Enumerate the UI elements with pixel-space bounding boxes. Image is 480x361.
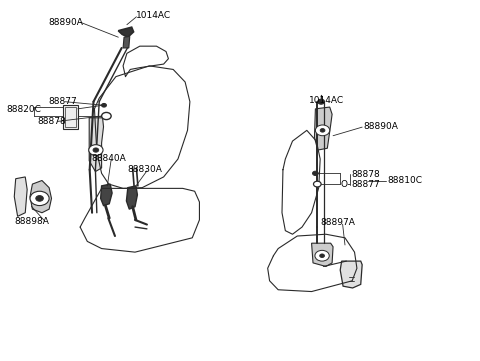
Text: 88877: 88877 — [48, 97, 77, 106]
Circle shape — [93, 148, 99, 152]
Circle shape — [315, 125, 330, 136]
Circle shape — [36, 196, 43, 201]
Text: 88830A: 88830A — [128, 165, 163, 174]
Text: 1014AC: 1014AC — [309, 96, 344, 105]
Text: 88898A: 88898A — [15, 217, 49, 226]
Polygon shape — [30, 180, 51, 213]
Circle shape — [102, 104, 107, 107]
Text: 88897A: 88897A — [320, 218, 355, 227]
Text: 88820C: 88820C — [6, 105, 41, 114]
Circle shape — [102, 112, 111, 119]
Text: 88840A: 88840A — [91, 154, 126, 163]
Polygon shape — [312, 243, 333, 266]
Circle shape — [89, 145, 103, 156]
Text: 88810C: 88810C — [387, 176, 422, 185]
Text: O-: O- — [340, 180, 351, 189]
Polygon shape — [89, 118, 104, 171]
Text: 88878: 88878 — [351, 170, 380, 179]
Text: 88890A: 88890A — [363, 122, 398, 131]
Circle shape — [312, 171, 318, 175]
Polygon shape — [101, 184, 112, 205]
Polygon shape — [123, 36, 130, 48]
Text: 88878: 88878 — [37, 117, 66, 126]
Text: 88890A: 88890A — [48, 18, 83, 27]
Polygon shape — [340, 261, 362, 288]
Polygon shape — [126, 186, 137, 209]
Circle shape — [313, 181, 321, 187]
Circle shape — [320, 254, 324, 257]
Text: 88877: 88877 — [351, 180, 380, 189]
Text: 1014AC: 1014AC — [136, 11, 171, 20]
Circle shape — [320, 129, 325, 132]
Circle shape — [315, 250, 329, 261]
Circle shape — [318, 99, 324, 104]
Polygon shape — [314, 107, 332, 150]
Circle shape — [30, 191, 49, 205]
Polygon shape — [118, 27, 133, 37]
Polygon shape — [14, 177, 27, 216]
Polygon shape — [63, 105, 78, 129]
